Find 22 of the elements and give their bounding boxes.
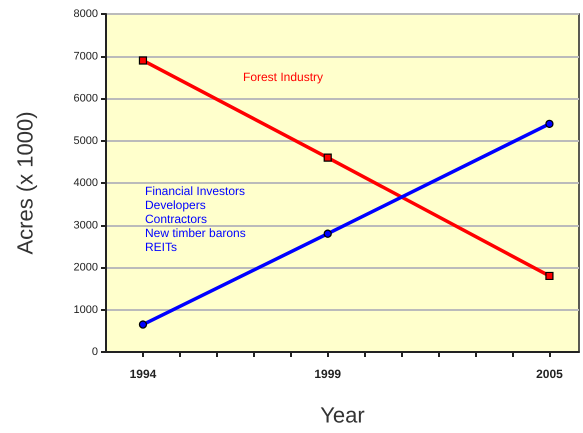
y-axis-title: Acres (x 1000) bbox=[12, 111, 38, 255]
y-tick-label: 6000 bbox=[74, 92, 98, 104]
text: Forest Industry bbox=[243, 70, 324, 84]
point bbox=[138, 320, 148, 329]
y-tick-label: 7000 bbox=[74, 50, 98, 62]
y-tick-label: 4000 bbox=[74, 177, 98, 189]
point bbox=[324, 230, 332, 238]
point bbox=[545, 272, 554, 280]
y-tick-label: 0 bbox=[92, 346, 98, 358]
y-tick-label: 5000 bbox=[74, 134, 98, 147]
x-tick-label: 1999 bbox=[314, 367, 342, 381]
point bbox=[545, 120, 554, 128]
point bbox=[324, 154, 332, 162]
x-tick-label: 2005 bbox=[536, 367, 564, 381]
x-tick-label: 1994 bbox=[130, 367, 157, 381]
y-tick-label: 2000 bbox=[74, 262, 98, 274]
x-axis-title: Year bbox=[320, 402, 365, 428]
series-label: Financial Investors Developers Contractors New timber barons REITs bbox=[145, 184, 246, 254]
y-tick-label: 8000 bbox=[74, 8, 98, 20]
point bbox=[138, 56, 148, 65]
y-tick-label: 3000 bbox=[74, 219, 98, 232]
y-tick-label: 1000 bbox=[74, 304, 98, 316]
